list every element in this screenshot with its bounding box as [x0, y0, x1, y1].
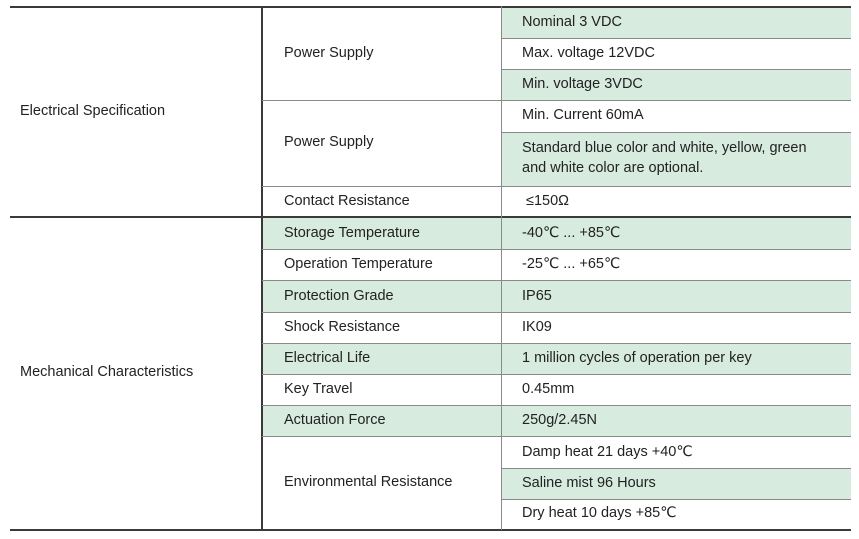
value-damp-heat: Damp heat 21 days +40℃	[522, 443, 693, 460]
row-label-environmental-resistance: Environmental Resistance	[284, 474, 453, 491]
row-rule	[502, 69, 851, 70]
row-rule	[262, 186, 851, 187]
value-dry-heat: Dry heat 10 days +85℃	[522, 505, 677, 522]
row-rule	[262, 343, 851, 344]
value-min-current: Min. Current 60mA	[522, 107, 644, 124]
section-label-mechanical: Mechanical Characteristics	[20, 364, 194, 381]
section-label-electrical: Electrical Specification	[20, 102, 166, 119]
value-max-voltage: Max. voltage 12VDC	[522, 44, 655, 61]
value-color-options: Standard blue color and white, yellow, g…	[502, 132, 851, 186]
value-nominal-voltage: Nominal 3 VDC	[502, 7, 851, 38]
column-divider-1	[261, 6, 263, 530]
value-protection-grade: IP65	[502, 281, 851, 312]
table-bottom-rule	[10, 529, 851, 531]
row-rule	[262, 249, 851, 250]
value-electrical-life: 1 million cycles of operation per key	[502, 343, 851, 374]
row-rule	[262, 405, 851, 406]
row-label-electrical-life: Electrical Life	[262, 343, 501, 374]
row-rule	[502, 132, 851, 133]
value-contact-resistance: ≤150Ω	[526, 192, 569, 209]
row-label-power-supply-2: Power Supply	[284, 134, 374, 151]
row-label-shock-resistance: Shock Resistance	[284, 318, 401, 335]
row-rule	[262, 312, 851, 313]
row-label-contact-resistance: Contact Resistance	[284, 192, 410, 209]
row-label-storage-temperature: Storage Temperature	[262, 218, 501, 249]
value-min-voltage: Min. voltage 3VDC	[502, 69, 851, 100]
value-operation-temperature: -25℃ ... +65℃	[522, 255, 621, 272]
row-label-key-travel: Key Travel	[284, 380, 353, 397]
value-shock-resistance: IK09	[522, 318, 552, 335]
row-rule	[502, 38, 851, 39]
value-key-travel: 0.45mm	[522, 380, 575, 397]
row-rule	[262, 436, 851, 437]
value-actuation-force: 250g/2.45N	[502, 405, 851, 436]
column-divider-2	[501, 6, 502, 530]
row-rule	[262, 280, 851, 281]
row-rule	[262, 374, 851, 375]
row-label-power-supply-1: Power Supply	[284, 44, 374, 61]
value-storage-temperature: -40℃ ... +85℃	[502, 218, 851, 249]
row-rule	[262, 100, 851, 101]
section-divider-rule	[10, 216, 851, 218]
row-rule	[502, 468, 851, 469]
row-label-actuation-force: Actuation Force	[262, 405, 501, 436]
row-label-protection-grade: Protection Grade	[262, 281, 501, 312]
value-saline-mist: Saline mist 96 Hours	[502, 468, 851, 499]
row-label-operation-temperature: Operation Temperature	[284, 255, 433, 272]
row-rule	[502, 499, 851, 500]
table-top-rule	[10, 6, 851, 8]
